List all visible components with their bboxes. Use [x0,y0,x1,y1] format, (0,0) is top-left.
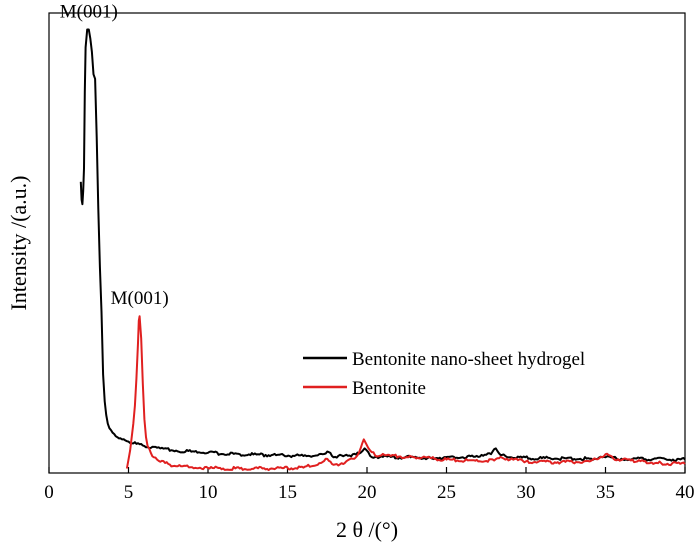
x-tick-label-1: 5 [124,482,134,503]
x-tick-label-0: 0 [44,482,54,503]
series-line-1 [79,28,686,462]
x-axis-ticks [48,467,686,473]
x-axis-title: 2 θ /(°) [336,517,398,542]
legend: Bentonite nano-sheet hydrogel Bentonite [303,349,585,399]
legend-label-series-1: Bentonite nano-sheet hydrogel [352,349,585,370]
y-axis-title: Intensity /(a.u.) [6,175,31,310]
x-axis-tick-labels: 0 5 10 15 20 25 30 35 40 [44,482,694,503]
peak-annotation-2: M(001) [111,288,169,309]
x-tick-label-8: 40 [676,482,695,503]
series-line-2 [125,315,686,472]
legend-label-series-2: Bentonite [352,378,426,399]
x-tick-label-6: 30 [517,482,536,503]
x-tick-label-7: 35 [596,482,615,503]
x-tick-label-3: 15 [278,482,297,503]
x-tick-label-5: 25 [437,482,456,503]
series-layer [79,28,686,472]
x-tick-label-4: 20 [358,482,377,503]
peak-annotation-1: M(001) [60,1,118,22]
x-tick-label-2: 10 [199,482,218,503]
annotation-layer: M(001) M(001) [60,1,169,309]
